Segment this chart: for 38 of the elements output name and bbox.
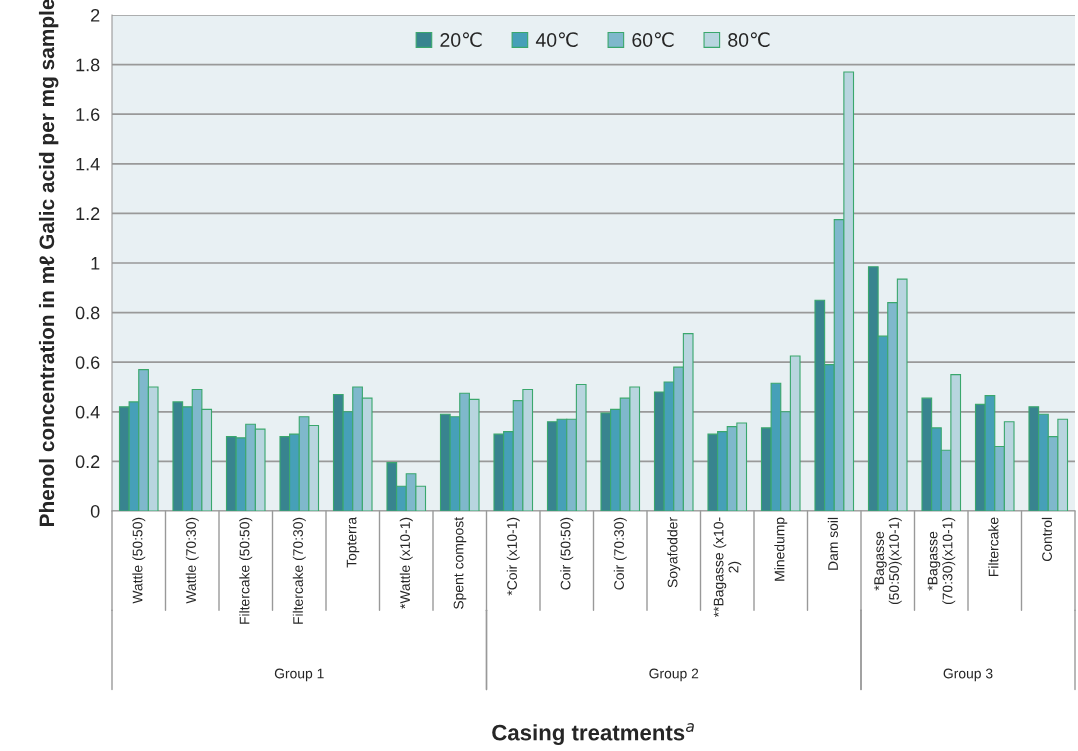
x-tick-label: Topterra (346, 516, 360, 568)
x-tick-label: Filtercake (988, 517, 999, 577)
x-tick-label: Filtercake (50:50) (239, 517, 253, 624)
y-tick-label: 1.2 (76, 207, 100, 220)
y-axis-title: Phenol concentration in mℓ Galic acid per mg sample (38, 0, 59, 526)
x-tick-label: Wattle (50:50) (132, 517, 146, 604)
y-tick-label: 0.6 (75, 356, 100, 369)
x-tick-label: Dam soil (827, 517, 838, 570)
x-tick-label: Wattle (70:30) (185, 517, 199, 604)
y-tick-label: 0.2 (75, 455, 100, 469)
y-tick-label: 0.4 (75, 405, 100, 419)
x-tick-label: Minedump (774, 517, 788, 581)
y-tick-label: 0.8 (75, 306, 100, 320)
text: Group 3 (943, 668, 993, 682)
y-tick-label: 1.4 (76, 157, 100, 171)
x-tick-label: Coir (50:50) (560, 517, 574, 590)
x-tick-label: Soyafodder (667, 517, 681, 588)
x-tick-label: *Bagasse (70:30)(x10-1) (927, 517, 956, 605)
y-tick-label: 1.6 (76, 108, 100, 121)
x-tick-label: **Bagasse (x10- 2) (713, 517, 742, 618)
y-tick-label: 0 (90, 504, 100, 518)
legend-label: 80℃ (728, 32, 770, 47)
y-tick-label: 1 (91, 257, 100, 270)
text: Group 1 (274, 668, 324, 682)
x-tick-label: Control (1041, 517, 1052, 562)
x-tick-label: Filtercake (70:30) (292, 517, 306, 624)
x-tick-label: *Coir (x10-1) (506, 517, 520, 596)
legend-label: 60℃ (632, 32, 674, 47)
legend-label: 40℃ (535, 32, 578, 47)
x-tick-label: Coir (70:30) (613, 517, 627, 590)
y-tick-label: 2 (91, 8, 100, 22)
x-tick-label: *Bagasse (50:50)(x10-1) (874, 517, 902, 605)
x-tick-label: *Wattle (x10-1) (399, 517, 413, 609)
y-tick-label: 1.8 (76, 58, 100, 72)
legend-label: 20℃ (440, 32, 482, 47)
x-tick-label: Spent compost (453, 517, 467, 609)
text: Group 2 (649, 668, 699, 682)
x-axis-title: Casing treatments$^{a}$ (492, 723, 694, 746)
